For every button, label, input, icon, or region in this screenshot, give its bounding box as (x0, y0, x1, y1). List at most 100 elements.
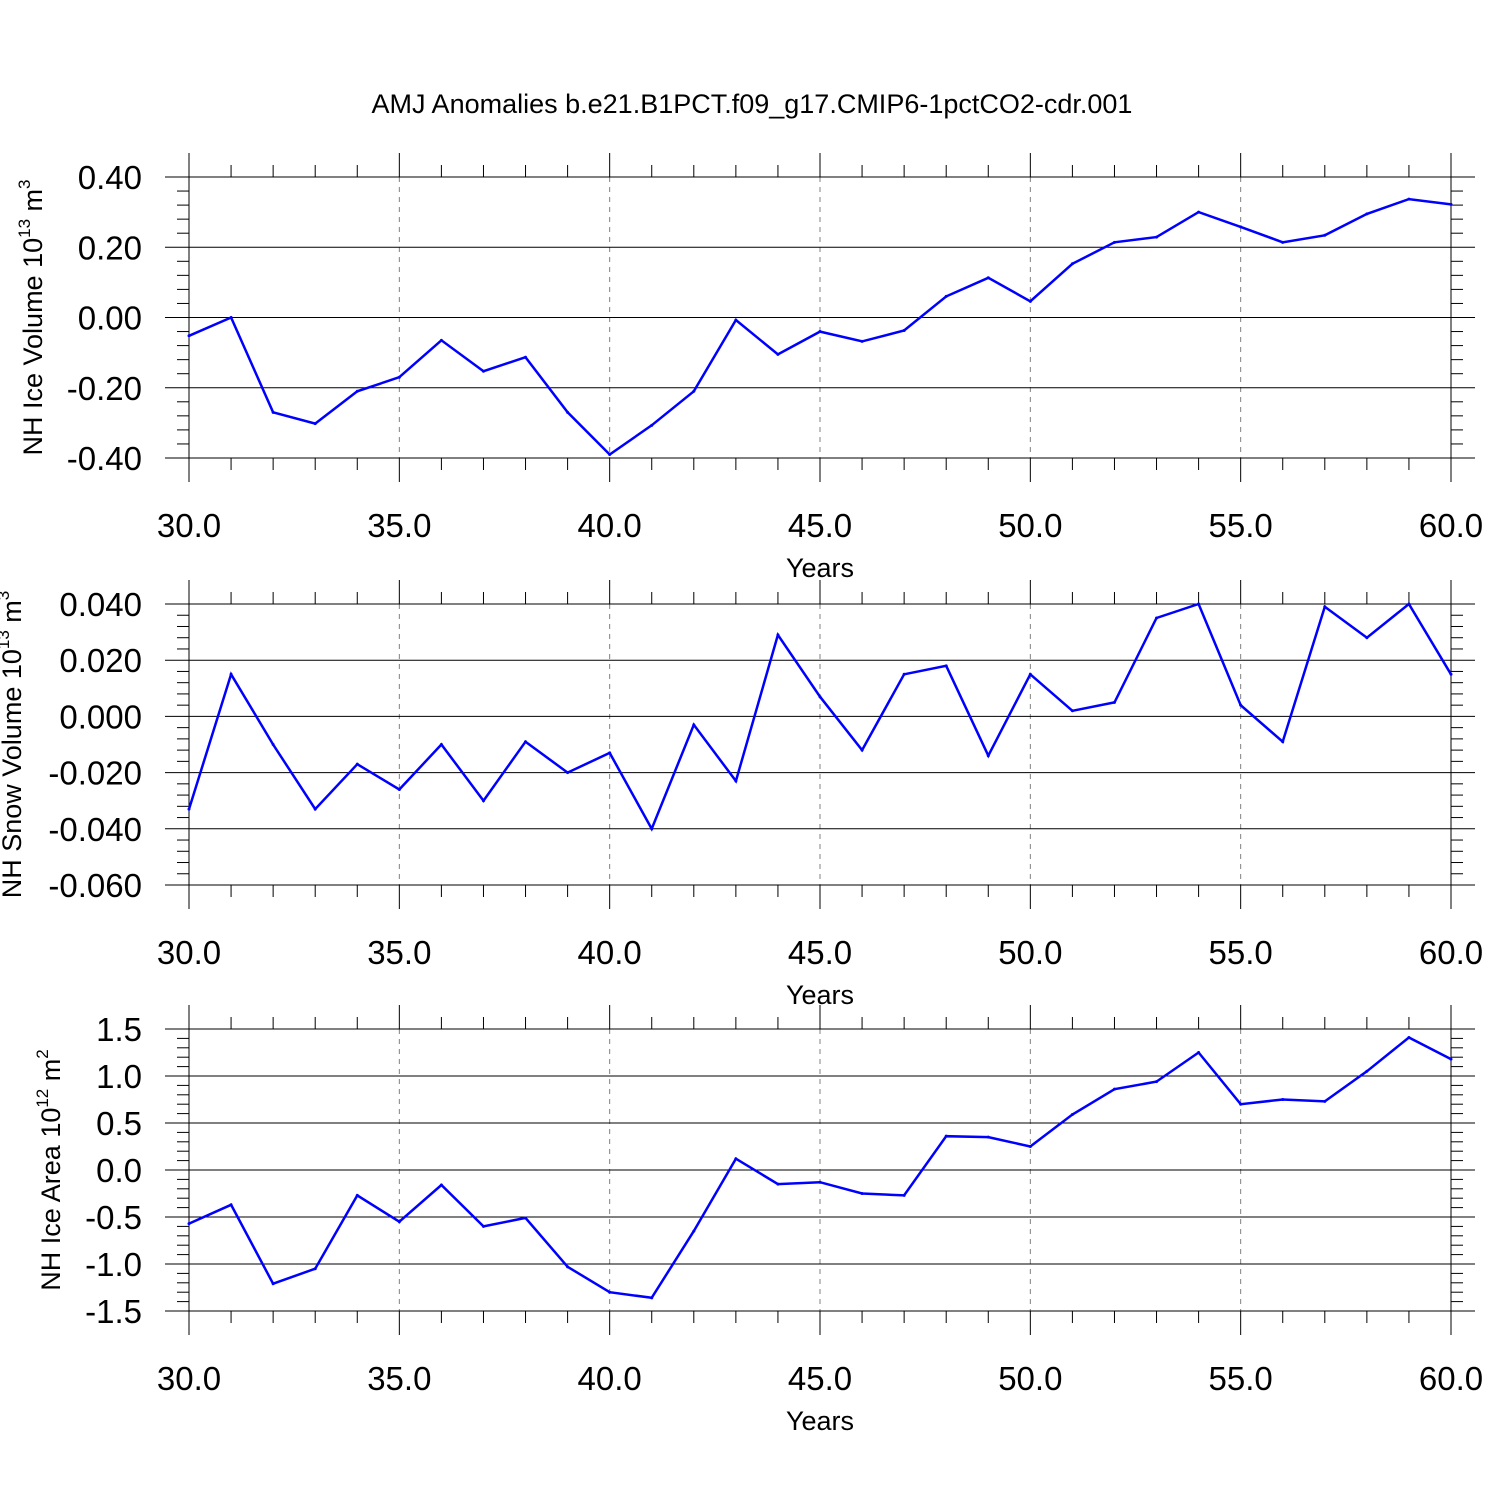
data-point (734, 318, 738, 322)
y-axis-title-exponent: 13 (0, 630, 13, 649)
data-point (1407, 197, 1411, 201)
data-point (524, 1216, 528, 1220)
y-tick-label: -0.20 (67, 370, 142, 407)
data-point (1028, 672, 1032, 676)
y-tick-label: 0.000 (59, 698, 142, 735)
y-axis-title-unit-exponent: 3 (15, 180, 34, 189)
x-tick-label: 40.0 (578, 934, 642, 971)
x-tick-label: 55.0 (1209, 507, 1273, 544)
data-point (1449, 202, 1453, 206)
data-point (1281, 240, 1285, 244)
y-tick-label: 0.00 (78, 300, 142, 337)
data-point (902, 1193, 906, 1197)
data-point (1239, 225, 1243, 229)
x-axis-title: Years (786, 553, 854, 583)
data-point (313, 807, 317, 811)
data-point (229, 316, 233, 319)
data-point (481, 369, 485, 373)
data-point (271, 410, 275, 414)
y-tick-label: 1.5 (96, 1011, 142, 1048)
y-axis-title-unit: m (36, 1059, 66, 1089)
y-axis-title-unit: m (18, 189, 48, 219)
y-axis-title-unit-exponent: 3 (0, 591, 13, 600)
data-point (1197, 602, 1201, 606)
x-tick-label: 40.0 (578, 1360, 642, 1397)
data-point (692, 389, 696, 393)
data-point (734, 1157, 738, 1161)
y-tick-label: 0.5 (96, 1105, 142, 1142)
data-point (1112, 1087, 1116, 1091)
y-axis-title: NH Ice Area 1012 m2 (33, 1049, 66, 1290)
data-point (650, 1296, 654, 1300)
data-point (355, 389, 359, 393)
data-point (1155, 1080, 1159, 1084)
x-tick-label: 50.0 (998, 507, 1062, 544)
data-point (355, 1193, 359, 1197)
x-tick-label: 50.0 (998, 934, 1062, 971)
y-tick-label: 0.0 (96, 1152, 142, 1189)
y-axis-title-unit-exponent: 2 (33, 1049, 52, 1058)
y-tick-label: 0.020 (59, 642, 142, 679)
x-tick-label: 45.0 (788, 507, 852, 544)
data-point (860, 1192, 864, 1195)
data-point (566, 771, 570, 775)
data-point (397, 375, 401, 379)
data-point (397, 787, 401, 791)
y-axis-title-exponent: 13 (15, 219, 34, 238)
data-point (902, 672, 906, 676)
data-point (650, 827, 654, 831)
data-point (397, 1220, 401, 1224)
data-point (187, 1222, 191, 1226)
data-point (481, 799, 485, 803)
data-point (1028, 1145, 1032, 1148)
data-point (566, 410, 570, 414)
data-point (1197, 1051, 1201, 1054)
data-point (860, 339, 864, 343)
data-point (692, 723, 696, 727)
data-point (1281, 740, 1285, 744)
y-tick-label: 0.20 (78, 229, 142, 266)
data-point (524, 740, 528, 744)
data-point (229, 1203, 233, 1207)
data-point (1028, 299, 1032, 303)
data-point (439, 1183, 443, 1187)
data-point (1239, 1102, 1243, 1106)
data-point (776, 352, 780, 356)
y-axis-title: NH Ice Volume 1013 m3 (15, 180, 48, 456)
x-tick-label: 45.0 (788, 1360, 852, 1397)
data-point (355, 762, 359, 766)
x-tick-label: 60.0 (1419, 507, 1483, 544)
y-tick-label: -0.060 (48, 867, 142, 904)
data-point (650, 423, 654, 427)
data-point (1112, 240, 1116, 244)
data-point (818, 330, 822, 334)
data-point (187, 807, 191, 811)
data-point (608, 452, 612, 456)
data-point (986, 276, 990, 280)
y-axis-title-unit: m (0, 600, 27, 630)
data-point (1449, 672, 1453, 676)
data-point (986, 754, 990, 758)
data-point (1365, 636, 1369, 640)
y-tick-label: 1.0 (96, 1058, 142, 1095)
data-point (566, 1265, 570, 1269)
data-point (481, 1224, 485, 1228)
x-tick-label: 45.0 (788, 934, 852, 971)
data-point (818, 1180, 822, 1184)
data-point (1407, 1035, 1411, 1039)
panel-3: -1.5 -1.0 -0.5 0.0 0.5 1.0 1.5 30.0 35.0 40.0 45.0… (33, 1005, 1483, 1436)
y-tick-label: 0.040 (59, 586, 142, 623)
y-tick-label: -1.0 (85, 1246, 142, 1283)
data-point (692, 1229, 696, 1233)
x-tick-label: 55.0 (1209, 1360, 1273, 1397)
data-point (313, 422, 317, 426)
series-line (188, 1036, 1452, 1300)
data-point (1281, 1098, 1285, 1101)
y-axis-title-text: NH Ice Volume 10 (18, 238, 48, 456)
data-point (271, 1282, 275, 1286)
data-point (776, 633, 780, 637)
data-point (734, 779, 738, 783)
data-point (608, 751, 612, 755)
data-point (1070, 1113, 1074, 1117)
data-point (1155, 235, 1159, 239)
